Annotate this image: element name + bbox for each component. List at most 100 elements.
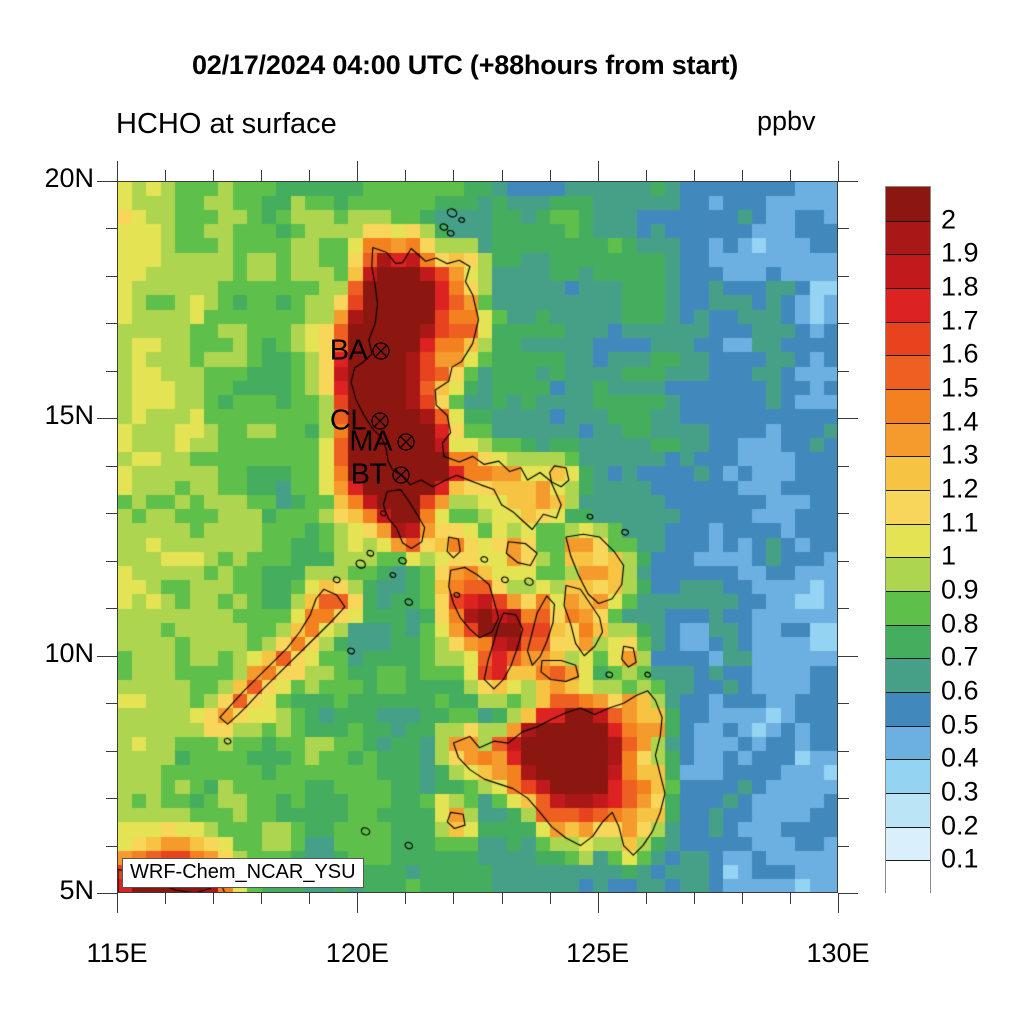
colorbar-tick-label: 1.3 [941, 439, 979, 470]
colorbar-band [886, 288, 930, 322]
x-axis-label: 120E [325, 938, 389, 968]
colorbar-band [886, 220, 930, 255]
colorbar-tick-label: 0.2 [941, 810, 979, 841]
axis-tick [106, 370, 117, 372]
axis-tick [106, 703, 117, 705]
axis-tick [453, 893, 455, 904]
axis-tick [838, 798, 849, 800]
station-marker-icon-ba[interactable] [372, 341, 391, 360]
axis-tick [106, 798, 117, 800]
colorbar-band [886, 422, 930, 457]
axis-tick [501, 170, 503, 181]
axis-tick [838, 161, 839, 181]
axis-tick [838, 560, 849, 562]
colorbar-tick-label: 1.5 [941, 372, 979, 403]
colorbar-tick-label: 1.2 [941, 473, 979, 504]
axis-tick [357, 161, 359, 181]
axis-tick [693, 893, 695, 904]
axis-tick [838, 893, 839, 913]
unit-label: ppbv [757, 106, 816, 136]
axis-tick [838, 465, 849, 467]
axis-tick [597, 161, 599, 181]
axis-tick [789, 893, 791, 904]
colorbar [885, 186, 931, 894]
x-axis-label: 115E [86, 938, 148, 968]
axis-tick [309, 893, 311, 904]
station-label-ma: MA [349, 425, 392, 458]
colorbar-band [886, 591, 930, 625]
axis-tick [106, 513, 117, 515]
axis-tick [261, 170, 263, 181]
axis-tick [838, 275, 849, 277]
colorbar-tick-label: 1.4 [941, 406, 979, 437]
axis-tick [453, 170, 455, 181]
axis-tick [838, 181, 858, 182]
colorbar-band [886, 624, 930, 659]
axis-tick [838, 893, 858, 894]
axis-tick [838, 608, 849, 610]
axis-tick [789, 170, 791, 181]
axis-tick [838, 845, 849, 847]
station-label-ba: BA [329, 334, 368, 366]
model-tag: WRF-Chem_NCAR_YSU [122, 858, 364, 888]
colorbar-tick-label: 0.9 [941, 574, 979, 605]
colorbar-tick-label: 1.9 [941, 237, 979, 268]
colorbar-band [886, 826, 930, 861]
colorbar-band [886, 254, 930, 288]
axis-tick [106, 465, 117, 467]
axis-tick [106, 608, 117, 610]
colorbar-band [886, 759, 930, 793]
axis-tick [213, 893, 215, 904]
colorbar-tick-label: 0.7 [941, 641, 979, 672]
colorbar-tick-label: 1.7 [941, 305, 979, 336]
colorbar-tick-label: 0.1 [941, 843, 979, 874]
station-marker-icon-bt[interactable] [391, 466, 410, 485]
axis-tick [106, 560, 117, 562]
axis-tick [165, 170, 167, 181]
axis-tick [97, 893, 117, 894]
axis-tick [597, 893, 599, 913]
colorbar-tick-label: 0.5 [941, 709, 979, 740]
colorbar-band [886, 793, 930, 827]
axis-tick [165, 893, 167, 904]
colorbar-band [886, 725, 930, 760]
x-axis-label: 125E [566, 938, 630, 968]
axis-tick [106, 323, 117, 325]
colorbar-tick-label: 2 [941, 204, 957, 235]
axis-tick [693, 170, 695, 181]
station-label-cl: CL [329, 404, 367, 437]
y-axis-label: 20N [44, 163, 94, 193]
axis-tick [117, 893, 118, 913]
page-title: 02/17/2024 04:00 UTC (+88hours from star… [191, 50, 739, 80]
x-axis-label: 130E [806, 938, 870, 968]
colorbar-tick-label: 0.6 [941, 675, 979, 706]
colorbar-band [886, 692, 930, 726]
axis-tick [645, 893, 647, 904]
colorbar-band [886, 321, 930, 356]
axis-tick [501, 893, 503, 904]
axis-tick [261, 893, 263, 904]
colorbar-tick-label: 1.8 [941, 271, 979, 302]
axis-tick [838, 370, 849, 372]
axis-tick [838, 655, 858, 657]
axis-tick [97, 181, 117, 182]
axis-tick [838, 418, 858, 420]
y-axis-label: 10N [44, 637, 94, 668]
colorbar-tick-label: 0.3 [941, 776, 979, 807]
colorbar-band [886, 389, 930, 423]
colorbar-band [886, 355, 930, 389]
axis-tick [106, 275, 117, 277]
station-marker-icon-cl[interactable] [370, 411, 389, 430]
station-marker-icon-ma[interactable] [396, 433, 415, 452]
colorbar-band [886, 523, 930, 558]
axis-tick [838, 750, 849, 752]
colorbar-band [886, 490, 930, 524]
axis-tick [106, 845, 117, 847]
colorbar-tick-label: 0.4 [941, 742, 979, 773]
axis-tick [838, 323, 849, 325]
axis-tick [838, 703, 849, 705]
map-plot-area: BA CL MA BT WRF-Chem_NCAR_YSU [117, 181, 838, 893]
axis-tick [117, 161, 118, 181]
colorbar-tick-label: 0.8 [941, 608, 979, 639]
